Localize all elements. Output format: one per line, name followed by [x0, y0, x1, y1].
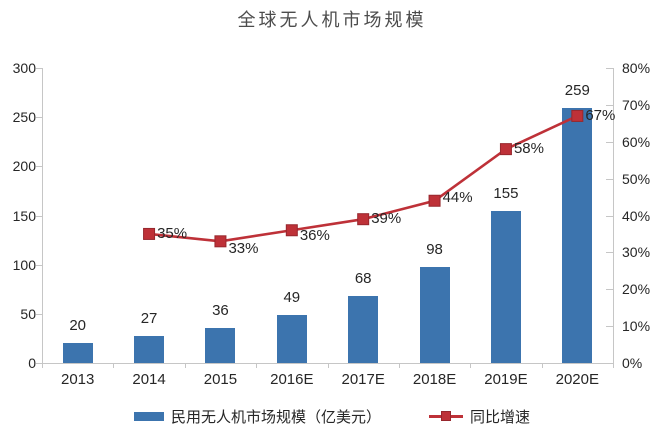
- bar-2014: [134, 336, 165, 363]
- right-axis-tick: [606, 326, 613, 328]
- x-axis-label-2017E: 2017E: [341, 371, 385, 388]
- left-axis-tick: [36, 117, 42, 119]
- left-axis-tick-label: 250: [12, 109, 36, 126]
- legend-item-growth: 同比增速: [429, 406, 530, 427]
- growth-value-label: 58%: [513, 140, 544, 158]
- bar-series-swatch: [133, 412, 164, 421]
- bar-2013: [62, 343, 93, 363]
- bar-value-label: 68: [354, 270, 372, 288]
- bar-2020E: [562, 108, 593, 363]
- line-series-swatch: [429, 411, 463, 422]
- bar-2018E: [419, 266, 450, 363]
- right-axis-tick-label: 10%: [622, 318, 651, 335]
- x-axis-tick: [613, 363, 614, 368]
- legend-item-market-size: 民用无人机市场规模（亿美元）: [133, 406, 381, 427]
- x-axis-label-2013: 2013: [61, 371, 95, 388]
- bar-2019E: [490, 210, 521, 363]
- right-axis-tick-label: 20%: [622, 281, 651, 298]
- left-axis-tick-label: 50: [20, 305, 36, 322]
- growth-value-label: 33%: [228, 240, 259, 258]
- bar-value-label: 155: [493, 184, 519, 202]
- bar-2016E: [276, 314, 307, 363]
- left-axis-tick: [36, 313, 42, 315]
- x-axis-label-2014: 2014: [132, 371, 166, 388]
- right-axis-tick: [606, 178, 613, 180]
- growth-value-label: 36%: [299, 227, 330, 245]
- line-marker-glyph: [441, 411, 451, 421]
- line-marker: [143, 227, 156, 240]
- left-axis-tick: [36, 68, 42, 69]
- legend: 民用无人机市场规模（亿美元） 同比增速: [0, 406, 664, 427]
- right-axis-tick: [606, 252, 613, 254]
- line-marker: [285, 224, 298, 237]
- chart-title: 全球无人机市场规模: [237, 10, 427, 30]
- right-axis-tick: [606, 68, 613, 69]
- x-axis-label-2018E: 2018E: [412, 371, 457, 388]
- right-axis-tick-label: 50%: [622, 170, 651, 187]
- left-axis-tick-label: 150: [12, 207, 36, 224]
- left-axis-line: [42, 68, 43, 364]
- line-series-label: 同比增速: [470, 409, 531, 426]
- growth-value-label: 67%: [585, 106, 616, 124]
- left-axis-tick-label: 100: [12, 256, 36, 273]
- line-marker: [499, 143, 512, 156]
- x-axis-label-2015: 2015: [203, 371, 238, 388]
- x-axis-tick: [398, 363, 400, 368]
- left-axis-tick: [36, 166, 42, 168]
- right-axis-tick: [606, 141, 613, 143]
- left-axis-tick: [36, 215, 42, 217]
- x-axis-label-2019E: 2019E: [484, 371, 528, 388]
- growth-value-label: 44%: [442, 188, 473, 206]
- left-axis-tick: [36, 264, 42, 266]
- left-axis-tick-label: 200: [12, 158, 36, 175]
- bar-series-label: 民用无人机市场规模（亿美元）: [170, 409, 381, 426]
- left-axis-tick: [36, 363, 42, 364]
- right-axis-tick-label: 60%: [622, 133, 651, 150]
- x-axis-tick: [470, 363, 472, 368]
- x-axis-tick: [113, 363, 115, 368]
- line-marker: [428, 194, 441, 207]
- right-axis-tick: [606, 289, 613, 291]
- right-axis-line: [613, 68, 614, 364]
- right-axis-tick-label: 40%: [622, 207, 651, 224]
- x-axis-tick: [42, 363, 43, 368]
- x-axis-tick: [184, 363, 186, 368]
- bar-2015: [205, 327, 236, 363]
- right-axis-tick: [606, 104, 613, 106]
- right-axis-tick-label: 30%: [622, 244, 651, 261]
- left-axis-tick-label: 0: [28, 355, 36, 371]
- x-axis-label-2020E: 2020E: [555, 371, 599, 388]
- x-axis-label-2016E: 2016E: [270, 371, 314, 388]
- x-axis-tick: [541, 363, 543, 368]
- bar-value-label: 98: [426, 240, 443, 258]
- line-marker: [357, 213, 370, 226]
- right-axis-tick: [606, 363, 613, 364]
- right-axis-tick: [606, 215, 613, 217]
- bar-value-label: 36: [212, 301, 229, 319]
- line-marker: [214, 235, 227, 248]
- right-axis-tick-label: 0%: [622, 355, 643, 371]
- growth-value-label: 35%: [157, 224, 188, 242]
- bar-value-label: 20: [69, 317, 87, 335]
- bar-2017E: [348, 296, 379, 363]
- right-axis-tick-label: 80%: [622, 60, 651, 76]
- bar-value-label: 49: [283, 288, 301, 306]
- right-axis-tick-label: 70%: [622, 96, 651, 113]
- growth-value-label: 39%: [371, 210, 402, 228]
- left-axis-tick-label: 300: [12, 60, 36, 76]
- x-axis-tick: [327, 363, 329, 368]
- bar-value-label: 259: [564, 82, 590, 100]
- bar-value-label: 27: [140, 310, 158, 328]
- x-axis-tick: [256, 363, 258, 368]
